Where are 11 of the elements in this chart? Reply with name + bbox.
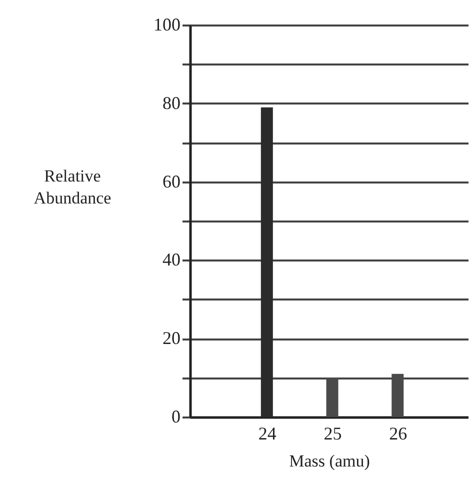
- y-tick-label: 60: [162, 171, 180, 192]
- x-tick-label: 26: [389, 424, 408, 444]
- y-tick-label: 0: [172, 406, 180, 426]
- y-axis-title: Relative Abundance: [34, 166, 112, 208]
- y-tick-label: 100: [154, 14, 180, 34]
- y-tick-label: 80: [162, 92, 180, 113]
- x-axis-title: Mass (amu): [289, 452, 370, 470]
- y-tick-label: 40: [162, 250, 180, 270]
- x-tick-label: 24: [258, 424, 276, 444]
- x-tick-label: 25: [324, 424, 342, 444]
- y-tick-label: 20: [162, 328, 180, 348]
